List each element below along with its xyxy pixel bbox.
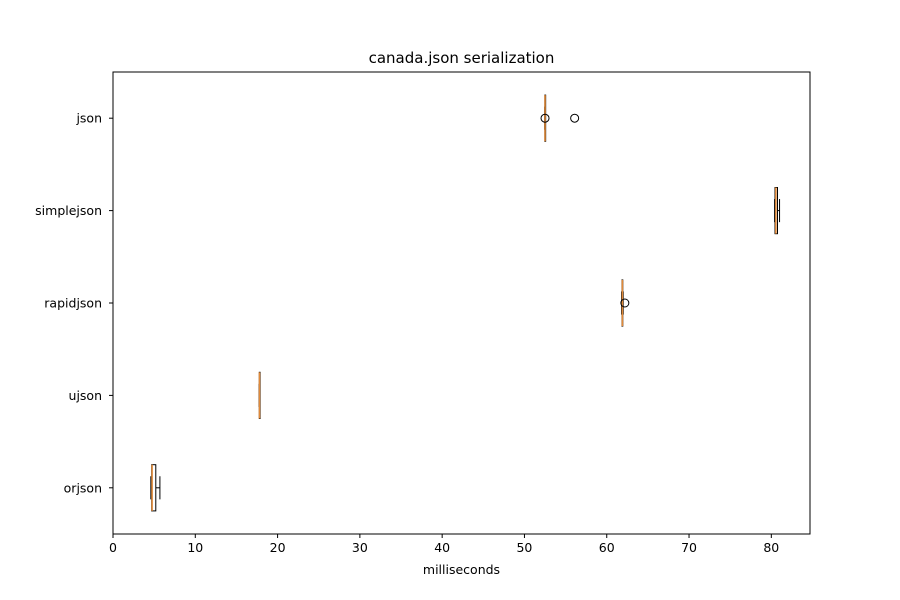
x-tick-label: 30 xyxy=(352,540,368,555)
y-axis: json simplejson rapidjson ujson orjson xyxy=(35,111,113,495)
y-tick-label: ujson xyxy=(69,388,102,403)
x-tick-label: 70 xyxy=(681,540,697,555)
box-ujson xyxy=(258,371,261,419)
y-tick-label: json xyxy=(75,111,102,126)
box-simplejson xyxy=(774,187,781,235)
x-tick-label: 20 xyxy=(270,540,286,555)
x-tick-label: 40 xyxy=(434,540,450,555)
x-tick-label: 0 xyxy=(109,540,117,555)
x-tick-label: 10 xyxy=(187,540,203,555)
outlier-point xyxy=(540,113,550,123)
x-tick-label: 50 xyxy=(516,540,532,555)
plot-frame xyxy=(112,71,811,535)
x-tick-label: 60 xyxy=(599,540,615,555)
x-axis: 0 10 20 30 40 50 60 70 80 xyxy=(109,534,779,555)
outlier-point xyxy=(620,298,630,308)
y-tick-label: rapidjson xyxy=(44,296,102,311)
chart-title: canada.json serialization xyxy=(369,49,555,67)
box-rapidjson xyxy=(620,279,630,327)
y-tick-label: orjson xyxy=(64,480,102,495)
box-orjson xyxy=(150,464,161,512)
outlier-point xyxy=(570,113,580,123)
x-axis-label: milliseconds xyxy=(423,562,500,577)
x-tick-label: 80 xyxy=(763,540,779,555)
plot-area xyxy=(112,71,811,535)
box-json xyxy=(540,94,580,142)
y-tick-label: simplejson xyxy=(35,203,102,218)
